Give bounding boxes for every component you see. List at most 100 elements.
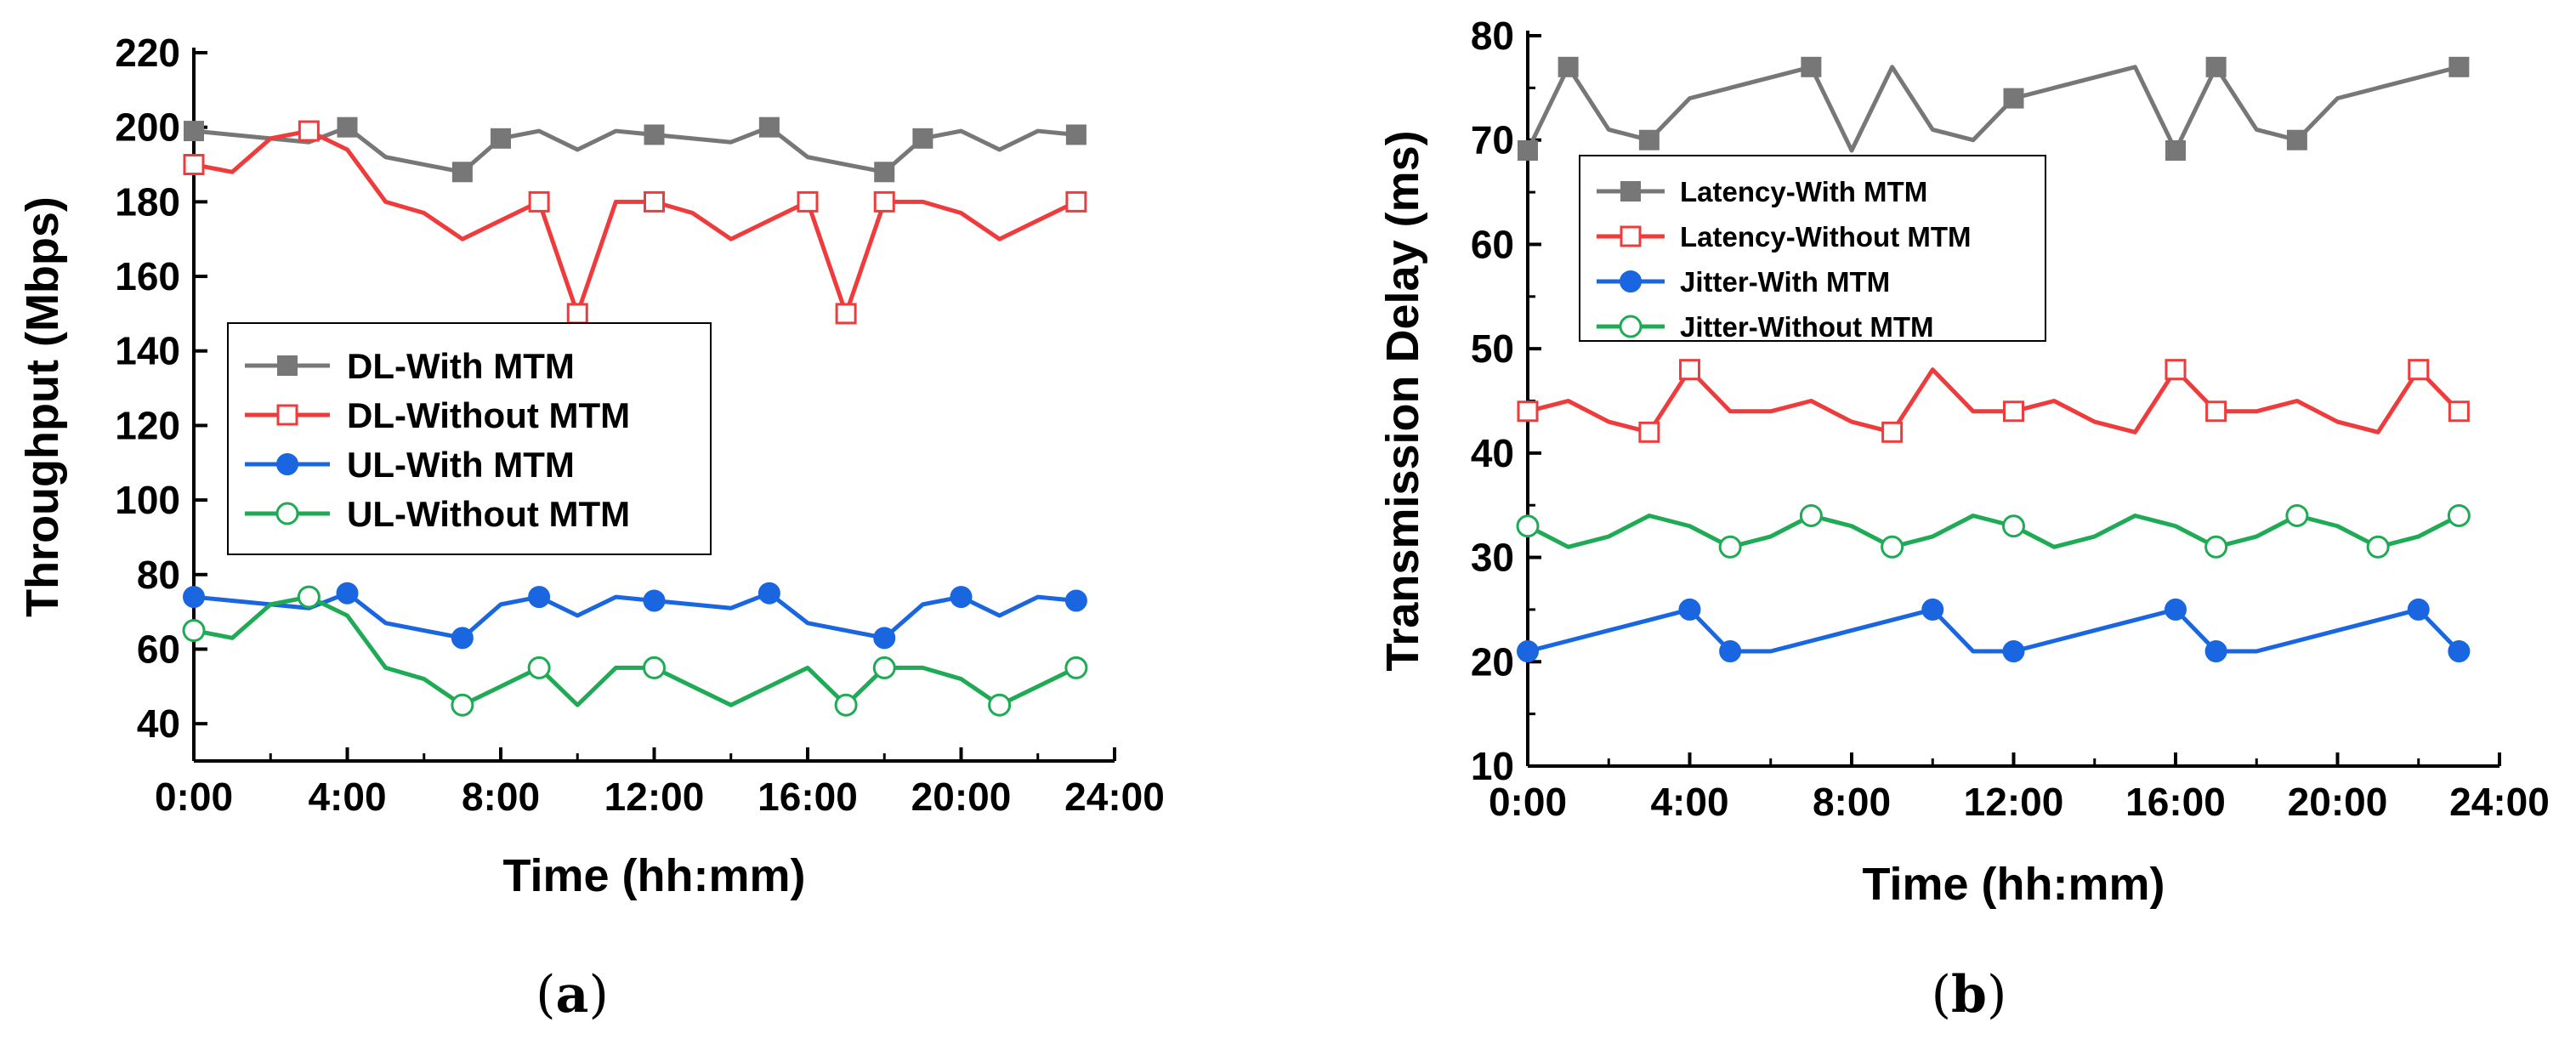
data-point xyxy=(2447,503,2471,527)
data-point xyxy=(1679,359,1700,381)
data-point xyxy=(2448,400,2470,423)
legend-swatch-marker xyxy=(1620,270,1642,292)
data-point xyxy=(2408,359,2430,381)
data-point xyxy=(183,586,205,609)
caption-letter: b xyxy=(1951,965,1987,1025)
series-1 xyxy=(183,120,1087,325)
data-point xyxy=(451,162,473,183)
y-tick-label: 140 xyxy=(115,329,180,373)
legend-swatch-marker xyxy=(1620,181,1641,202)
x-tick-label: 4:00 xyxy=(1650,780,1728,824)
legend-box xyxy=(1579,155,2046,342)
data-point xyxy=(988,693,1012,717)
legend-swatch-marker xyxy=(1619,315,1643,338)
legend-swatch-marker xyxy=(277,355,298,376)
y-tick-label: 80 xyxy=(137,553,180,597)
series-line xyxy=(1525,65,2460,153)
data-point xyxy=(1517,400,1539,423)
y-tick-label: 160 xyxy=(115,254,180,298)
y-tick-label: 100 xyxy=(115,478,180,522)
data-point xyxy=(797,190,819,213)
data-point xyxy=(644,190,665,213)
legend-swatch-marker xyxy=(1620,225,1642,247)
y-axis-title: Throughput (Mbps) xyxy=(17,196,68,617)
data-point xyxy=(912,128,933,149)
data-point xyxy=(182,619,206,643)
data-point xyxy=(2407,598,2430,621)
y-tick-label: 40 xyxy=(1471,431,1514,475)
legend-box xyxy=(227,322,712,555)
data-point xyxy=(491,128,511,149)
data-point xyxy=(2002,640,2025,663)
y-tick-label: 120 xyxy=(115,403,180,447)
data-point xyxy=(835,303,857,325)
x-tick-label: 8:00 xyxy=(1813,780,1891,824)
legend-label: UL-Without MTM xyxy=(347,494,630,534)
y-axis-title: Transmission Delay (ms) xyxy=(1377,130,1428,671)
data-point xyxy=(1638,421,1660,443)
x-axis-title: Time (hh:mm) xyxy=(1862,859,2165,910)
series-2 xyxy=(1517,598,2471,663)
legend-label: Jitter-Without MTM xyxy=(1680,311,1933,343)
y-tick-label: 180 xyxy=(115,179,180,224)
caption-close-paren: ) xyxy=(588,965,608,1025)
y-tick-label: 200 xyxy=(115,105,180,150)
data-point xyxy=(2165,359,2187,381)
legend: Latency-With MTM Latency-Without MTM Jitte… xyxy=(1579,155,2046,343)
data-point xyxy=(644,124,665,145)
data-point xyxy=(2003,88,2024,109)
data-point xyxy=(451,627,474,650)
panel-caption: (a) xyxy=(536,965,609,1025)
y-tick-label: 220 xyxy=(115,31,180,75)
y-tick-label: 60 xyxy=(137,627,180,671)
data-point xyxy=(1064,589,1087,612)
series-line xyxy=(193,591,1077,640)
chart-panel-a: 0:00 4:00 8:00 12:00 16:00 20:00 24:00 40 60 80 10… xyxy=(17,31,1165,1025)
series-3 xyxy=(1516,503,2471,559)
data-point xyxy=(528,190,550,213)
data-point xyxy=(2165,598,2187,621)
y-tick-label: 60 xyxy=(1471,222,1514,266)
data-point xyxy=(2448,56,2470,77)
legend-label: UL-With MTM xyxy=(347,445,575,485)
caption-letter: a xyxy=(556,965,589,1025)
y-tick-label: 70 xyxy=(1471,118,1514,162)
legend: DL-With MTM DL-Without MTM UL-With MTM UL-W… xyxy=(227,322,712,555)
data-point xyxy=(2003,400,2024,423)
y-tick-label: 30 xyxy=(1471,536,1514,580)
y-tick-label: 20 xyxy=(1471,639,1514,684)
series-0 xyxy=(184,116,1087,183)
x-tick-label: 0:00 xyxy=(1489,780,1567,824)
data-point xyxy=(2204,535,2228,559)
data-point xyxy=(1718,535,1742,559)
data-point xyxy=(2205,400,2227,423)
x-tick-label: 0:00 xyxy=(155,775,233,819)
data-point xyxy=(2165,139,2186,161)
data-point xyxy=(757,582,780,605)
x-tick-label: 24:00 xyxy=(1064,775,1165,819)
series-1 xyxy=(1517,359,2470,443)
data-point xyxy=(872,656,896,679)
series-line xyxy=(1527,607,2461,654)
legend-label: Latency-Without MTM xyxy=(1680,221,1972,253)
data-point xyxy=(1881,421,1904,443)
data-point xyxy=(950,586,973,609)
series-3 xyxy=(182,585,1088,717)
series-line xyxy=(1527,367,2461,434)
data-point xyxy=(1065,190,1087,213)
data-point xyxy=(1558,56,1579,77)
data-point xyxy=(1064,656,1088,679)
data-point xyxy=(527,656,551,679)
data-point xyxy=(643,589,666,612)
data-point xyxy=(873,627,896,650)
legend-swatch-marker xyxy=(275,502,299,525)
x-tick-label: 20:00 xyxy=(911,775,1012,819)
y-tick-label: 50 xyxy=(1471,326,1514,371)
x-tick-label: 4:00 xyxy=(308,775,386,819)
data-point xyxy=(834,693,858,717)
data-point xyxy=(1799,503,1823,527)
series-line xyxy=(1526,513,2460,549)
data-point xyxy=(184,121,204,142)
data-point xyxy=(528,586,551,609)
